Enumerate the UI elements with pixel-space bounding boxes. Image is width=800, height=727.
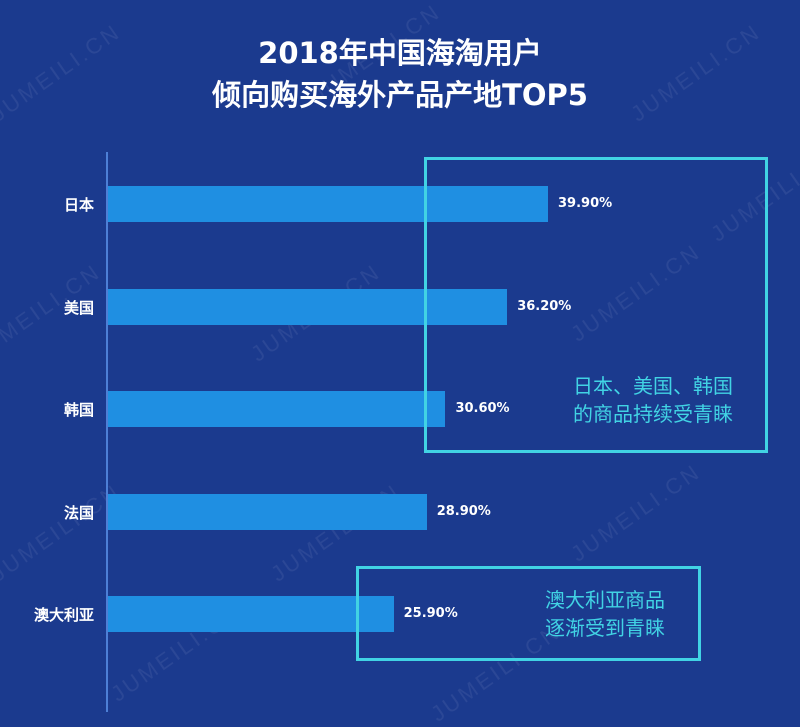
watermark-text: JUMEILI.CN — [566, 458, 706, 567]
bar-4 — [108, 596, 394, 632]
bar-0 — [108, 186, 548, 222]
annotation-box-1 — [424, 157, 768, 453]
annotation-2-line-2: 逐渐受到青睐 — [545, 616, 665, 640]
bar-2 — [108, 391, 446, 427]
category-label: 韩国 — [63, 401, 94, 419]
value-label: 28.90% — [436, 503, 491, 519]
annotation-1-line-2: 的商品持续受青睐 — [573, 402, 733, 426]
value-label: 36.20% — [517, 298, 572, 314]
annotation-box-2 — [356, 566, 701, 661]
category-label: 法国 — [63, 503, 94, 522]
chart-title-line-2: 倾向购买海外产品产地TOP5 — [212, 78, 588, 112]
annotation-text-2: 澳大利亚商品 逐渐受到青睐 — [520, 586, 690, 642]
value-label: 39.90% — [558, 196, 613, 211]
category-label: 美国 — [63, 298, 94, 317]
annotation-1-line-1: 日本、美国、韩国 — [573, 374, 733, 398]
annotation-2-line-1: 澳大利亚商品 — [545, 588, 665, 612]
category-label: 澳大利亚 — [33, 606, 94, 624]
bar-1 — [108, 288, 508, 325]
chart-title-line-1: 2018年中国海淘用户 — [258, 36, 542, 70]
bar-3 — [108, 493, 427, 530]
y-axis-line — [106, 152, 108, 712]
annotation-text-1: 日本、美国、韩国 的商品持续受青睐 — [548, 372, 758, 428]
category-label: 日本 — [63, 196, 94, 214]
value-label: 30.60% — [455, 401, 510, 416]
value-label: 25.90% — [403, 606, 458, 621]
